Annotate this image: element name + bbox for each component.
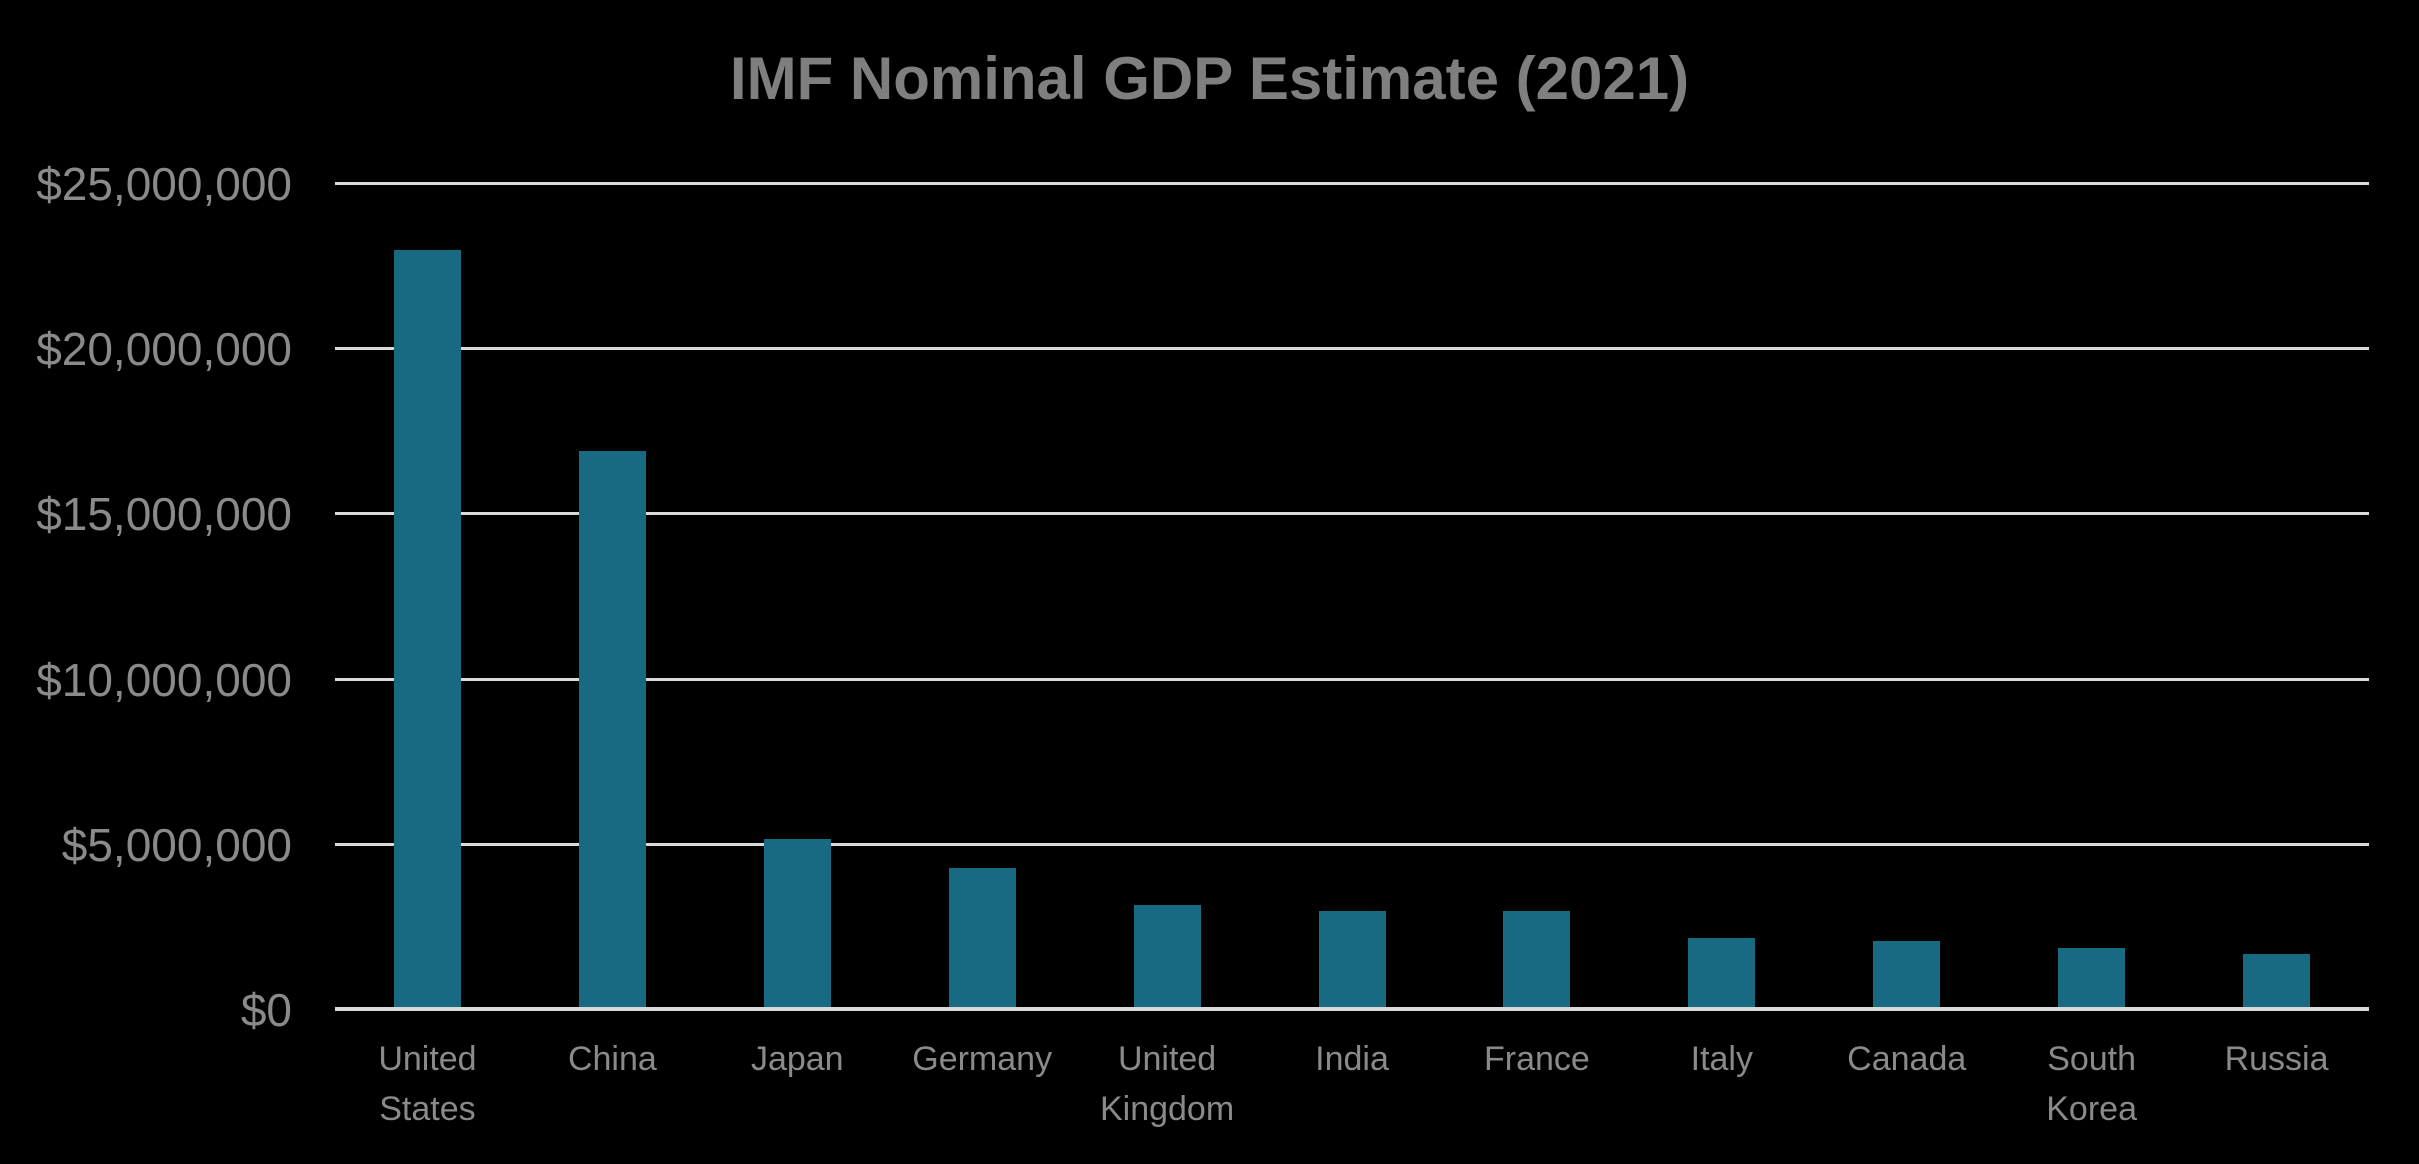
- x-tick-label-united-states: United States: [378, 1040, 477, 1128]
- bar-south-korea: [2058, 947, 2126, 1008]
- x-axis-line: [335, 1007, 2369, 1011]
- y-tick-label-$25,000,000: $25,000,000: [36, 158, 292, 210]
- gridline-$5,000,000: [335, 842, 2369, 846]
- chart-title: IMF Nominal GDP Estimate (2021): [729, 45, 1690, 112]
- x-tick-label-russia: Russia: [2224, 1040, 2329, 1078]
- x-tick-label-south-korea: South Korea: [2046, 1040, 2137, 1128]
- y-tick-label-$10,000,000: $10,000,000: [36, 653, 292, 706]
- x-tick-label-india: India: [1315, 1040, 1389, 1078]
- y-tick-label-$5,000,000: $5,000,000: [61, 818, 292, 871]
- x-tick-label-italy: Italy: [1690, 1040, 1753, 1078]
- bar-united-kingdom: [1133, 905, 1201, 1008]
- plot-area: [335, 182, 2369, 1008]
- bar-united-states: [393, 250, 461, 1008]
- bar-china: [578, 450, 646, 1008]
- bar-canada: [1873, 941, 1941, 1008]
- x-tick-label-canada: Canada: [1847, 1040, 1967, 1078]
- x-tick-label-china: China: [567, 1040, 657, 1078]
- x-tick-label-france: France: [1483, 1040, 1590, 1078]
- y-tick-label-$0: $0: [240, 984, 292, 1036]
- gridline-$20,000,000: [335, 347, 2369, 351]
- bar-japan: [763, 839, 831, 1008]
- bar-france: [1503, 910, 1571, 1008]
- gridline-$15,000,000: [335, 512, 2369, 516]
- y-tick-label-$20,000,000: $20,000,000: [36, 323, 292, 376]
- x-tick-label-united-kingdom: United Kingdom: [1099, 1040, 1235, 1128]
- gridline-$25,000,000: [335, 182, 2369, 185]
- bar-italy: [1688, 937, 1756, 1008]
- x-tick-label-japan: Japan: [750, 1040, 844, 1078]
- x-tick-label-germany: Germany: [912, 1040, 1053, 1078]
- bar-russia: [2243, 953, 2311, 1008]
- y-tick-label-$15,000,000: $15,000,000: [36, 488, 292, 541]
- bar-germany: [948, 868, 1016, 1008]
- bar-india: [1318, 910, 1386, 1008]
- gridline-$10,000,000: [335, 677, 2369, 681]
